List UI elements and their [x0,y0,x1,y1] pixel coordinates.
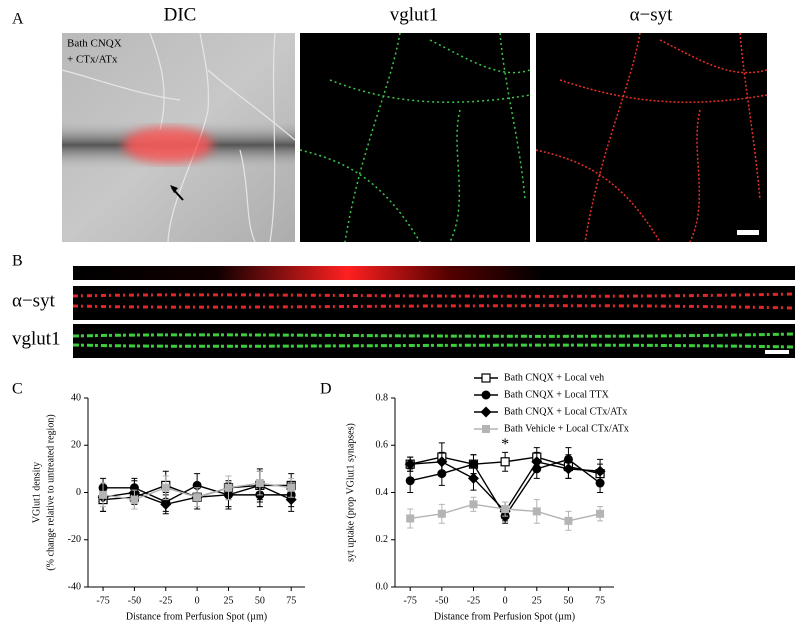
marker [481,390,491,400]
x-tick-label: 75 [595,595,605,606]
x-tick-label: -75 [404,595,417,606]
marker [99,490,108,499]
marker [224,483,233,492]
y-tick-label: 0.2 [376,534,389,545]
row-label: α−syt [12,290,56,311]
y-tick-label: 20 [71,440,81,451]
legend-label: Bath Vehicle + Local CTx/ATx [504,423,629,434]
marker [482,425,490,433]
marker [596,509,605,518]
syt-strip [72,286,796,320]
marker [193,493,202,502]
x-axis-label: Distance from Perfusion Spot (µm) [126,611,267,622]
vglut1-strip [72,324,796,358]
image-title: DIC [164,4,197,25]
panel-label: C [12,381,23,398]
image-annotation: + CTx/ATx [67,54,118,66]
marker [480,406,492,418]
marker [255,479,264,488]
marker [500,457,510,467]
image-title: vglut1 [390,4,439,25]
y-tick-label: 0.4 [376,487,389,498]
legend-label: Bath CNQX + Local CTx/ATx [504,406,627,417]
image-title: α−syt [630,4,674,25]
marker [469,500,478,509]
x-tick-label: 0 [503,595,508,606]
image-annotation: Bath CNQX [67,38,122,50]
syt-image [535,32,768,243]
row-label: vglut1 [12,328,61,349]
y-tick-label: -20 [68,534,81,545]
y-axis-label: (% change relative to untreated region) [45,414,56,570]
x-tick-label: -50 [435,595,448,606]
marker [531,456,543,468]
marker [467,472,479,484]
legend-label: Bath CNQX + Local TTX [504,389,610,400]
marker [501,505,510,514]
marker [437,509,446,518]
x-tick-label: -25 [159,595,172,606]
x-tick-label: 25 [532,595,542,606]
marker [562,463,574,475]
panel-label: D [320,381,332,398]
marker [532,507,541,516]
legend-label: Bath CNQX + Local veh [504,372,604,383]
y-tick-label: 0.0 [376,581,389,592]
panel-label: A [12,11,24,28]
y-tick-label: 0 [76,487,81,498]
y-tick-label: 40 [71,392,81,403]
x-tick-label: -50 [128,595,141,606]
marker [564,516,573,525]
dic-image: Bath CNQX + CTx/ATx [61,32,296,243]
marker [481,373,491,383]
y-tick-label: -40 [68,581,81,592]
marker [287,483,296,492]
marker [130,495,139,504]
y-axis-label: syt uptake (prop VGlut1 synapses) [345,423,356,562]
marker [160,498,172,510]
perfusion-profile [73,266,795,280]
marker [161,483,170,492]
y-tick-label: 0.8 [376,392,389,403]
annotation: * [501,436,509,453]
x-tick-label: 0 [195,595,200,606]
vglut1-image [299,32,531,243]
marker [405,476,415,486]
y-tick-label: 0.6 [376,440,389,451]
x-tick-label: 50 [255,595,265,606]
y-axis-label: VGlut1 density [31,462,42,523]
x-tick-label: 75 [286,595,296,606]
x-tick-label: 50 [563,595,573,606]
x-tick-label: 25 [223,595,233,606]
x-tick-label: -75 [96,595,109,606]
marker [436,456,448,468]
x-tick-label: -25 [467,595,480,606]
panel-label: B [12,253,23,270]
marker [404,458,416,470]
marker [406,514,415,523]
marker [594,465,606,477]
x-axis-label: Distance from Perfusion Spot (µm) [434,611,575,622]
